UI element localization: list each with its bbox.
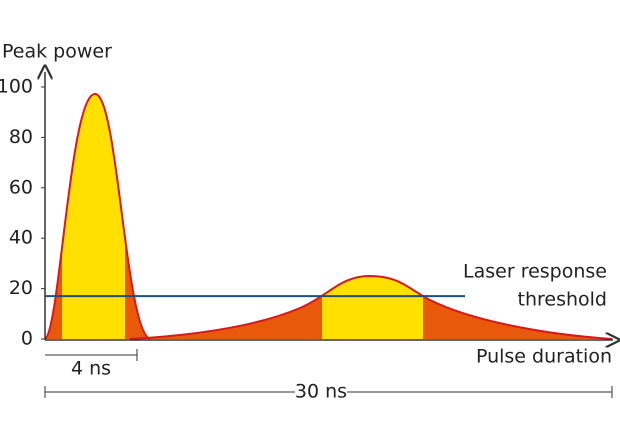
- y-tick-label: 20: [9, 277, 33, 299]
- long-bracket: [44, 386, 613, 398]
- y-tick-label: 0: [21, 328, 33, 350]
- threshold-label: threshold: [518, 289, 607, 311]
- y-tick-label: 100: [0, 76, 33, 98]
- pulse-area-above: [62, 94, 125, 339]
- pulse-outline: [129, 274, 613, 340]
- y-tick-label: 60: [9, 176, 33, 198]
- threshold-label: Laser response: [463, 261, 607, 283]
- x-axis-label: Pulse duration: [476, 346, 612, 368]
- long-pulse-label: 30 ns: [295, 381, 347, 403]
- y-axis-label: Peak power: [2, 41, 112, 63]
- pulse-area-above: [322, 276, 423, 339]
- long-pulse: [129, 274, 613, 340]
- y-tick-label: 40: [9, 227, 33, 249]
- pulse-outline: [44, 92, 151, 340]
- short-bracket: [45, 349, 138, 361]
- y-tick-label: 80: [9, 126, 33, 148]
- short-pulse: [44, 92, 151, 340]
- short-pulse-label: 4 ns: [71, 358, 111, 380]
